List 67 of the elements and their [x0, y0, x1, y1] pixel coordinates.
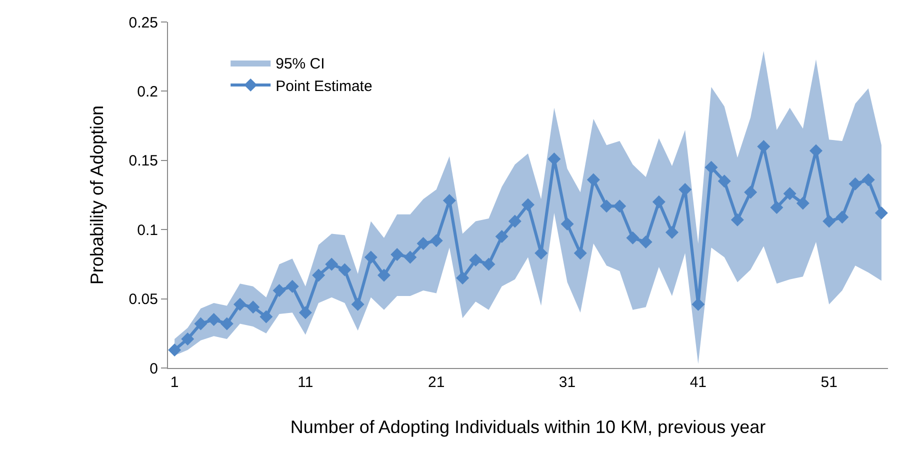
x-tick-label: 21: [428, 374, 445, 391]
x-tick-label: 11: [298, 374, 314, 391]
x-tick-label: 51: [820, 374, 838, 391]
y-tick-label: 0.05: [128, 291, 158, 308]
point: [522, 198, 534, 212]
point: [378, 268, 390, 282]
point: [534, 246, 548, 260]
point: [416, 236, 430, 250]
point: [181, 332, 194, 346]
point: [246, 300, 260, 314]
point: [848, 177, 862, 190]
point: [678, 182, 692, 196]
point: [704, 160, 718, 174]
y-tick-label: 0.2: [137, 83, 158, 100]
point: [456, 272, 470, 285]
point: [390, 248, 404, 262]
y-tick-label: 0.15: [128, 152, 158, 170]
point: [560, 218, 574, 231]
point: [730, 213, 744, 226]
point: [364, 250, 378, 264]
y-tick-label: 0.25: [128, 14, 158, 32]
legend-label: Point Estimate: [276, 78, 372, 95]
x-tick-label: 31: [558, 374, 576, 391]
point: [783, 187, 796, 200]
point: [482, 258, 496, 271]
point: [574, 246, 587, 260]
point: [508, 214, 522, 228]
point: [639, 236, 652, 249]
x-axis-title: Number of Adopting Individuals within 10 KM, previous year: [290, 417, 766, 438]
x-tick-label: 41: [690, 374, 707, 391]
point: [207, 313, 220, 326]
y-axis-title: Probability of Adoption: [86, 105, 107, 285]
point: [586, 173, 600, 186]
point: [874, 206, 888, 220]
point: [469, 254, 482, 267]
point: [495, 230, 508, 244]
x-tick-label: 1: [170, 374, 179, 391]
legend-label: 95% CI: [276, 55, 325, 72]
point: [325, 258, 338, 271]
point: [298, 306, 312, 320]
y-tick-label: 0: [150, 360, 158, 378]
point: [744, 186, 758, 199]
point: [666, 226, 678, 239]
y-tick-label: 0.1: [137, 222, 158, 239]
point: [168, 344, 182, 357]
point: [692, 298, 705, 311]
point: [718, 174, 731, 188]
point: [652, 195, 666, 208]
point: [430, 234, 443, 248]
point: [260, 310, 273, 324]
point: [770, 200, 784, 214]
point: [194, 317, 208, 330]
point: [796, 196, 810, 210]
point: [286, 280, 299, 293]
point: [338, 263, 352, 276]
point: [404, 250, 417, 264]
point: [626, 231, 640, 244]
point: [600, 200, 614, 213]
point: [312, 268, 326, 282]
point: [613, 200, 626, 213]
point: [822, 214, 836, 228]
point: [862, 173, 875, 186]
point: [234, 298, 246, 311]
point: [220, 317, 234, 330]
point: [351, 298, 364, 311]
point: [836, 210, 849, 224]
point: [272, 284, 286, 297]
